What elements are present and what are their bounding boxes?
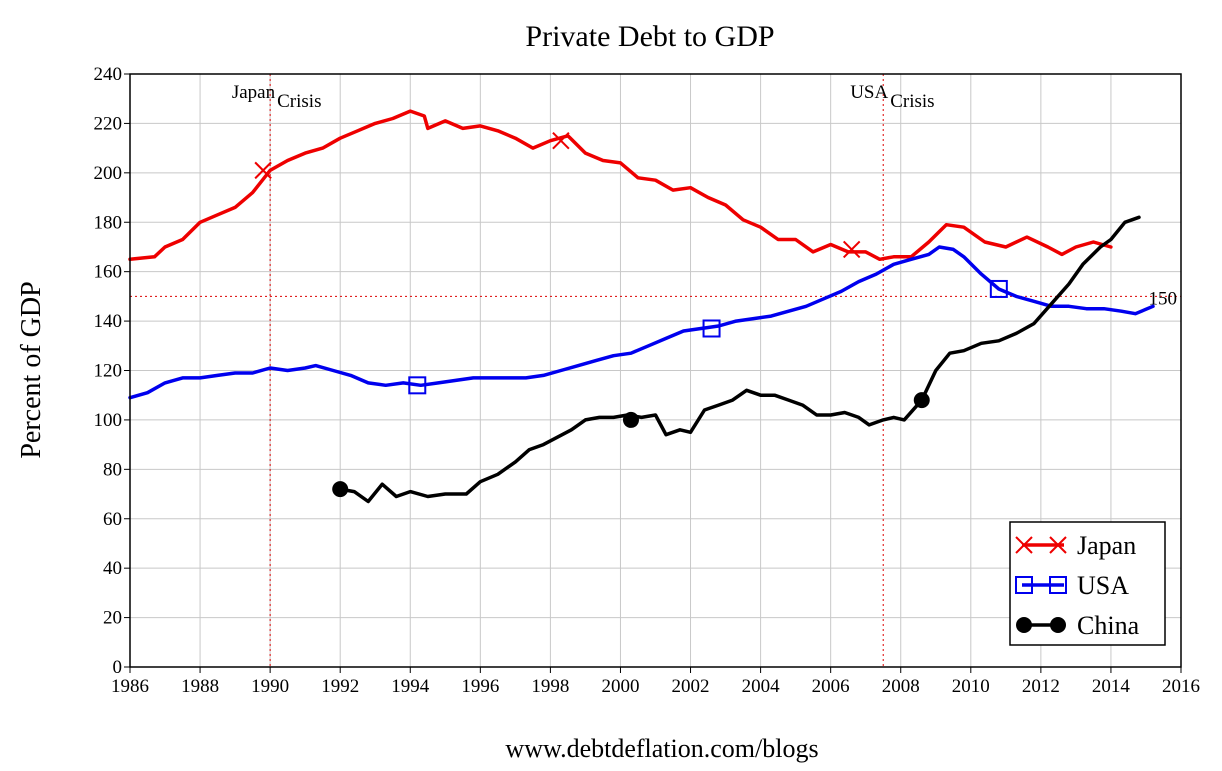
legend-label: USA	[1077, 571, 1129, 600]
x-tick-label: 1994	[391, 676, 430, 697]
y-tick-label: 100	[94, 410, 123, 431]
y-tick-label: 80	[103, 459, 122, 480]
marker-square	[408, 376, 427, 395]
series-china	[332, 215, 1141, 504]
crisis-label-top: Japan	[232, 82, 276, 103]
y-tick-label: 240	[94, 64, 123, 85]
y-tick-label: 60	[103, 509, 122, 530]
marker-x-stroke	[842, 240, 861, 259]
y-tick-label: 180	[94, 212, 123, 233]
crisis-label-bottom: Crisis	[890, 91, 934, 112]
marker-circle	[1050, 617, 1066, 633]
marker-x-stroke	[254, 161, 272, 180]
marker-square	[1049, 576, 1067, 594]
reference-line-label: 150	[1149, 288, 1178, 309]
series-line-china	[338, 215, 1141, 504]
chart-title: Private Debt to GDP	[525, 20, 774, 53]
x-tick-label: 2010	[952, 676, 990, 697]
y-tick-label: 40	[103, 558, 122, 579]
x-tick-label: 2012	[1022, 676, 1060, 697]
marker-square	[989, 279, 1008, 298]
legend-label: China	[1077, 611, 1140, 640]
crisis-label-top: USA	[850, 82, 888, 103]
series-line-japan	[128, 109, 1113, 262]
marker-circle	[913, 392, 930, 409]
marker-x-stroke	[552, 132, 570, 150]
y-tick-label: 0	[113, 657, 123, 678]
y-axis-label: Percent of GDP	[16, 281, 47, 458]
y-tick-label: 160	[94, 262, 123, 283]
legend-item-usa: USA	[1015, 571, 1129, 600]
x-tick-label: 2004	[742, 676, 781, 697]
series-line-usa	[128, 245, 1155, 400]
series-layer	[128, 109, 1155, 504]
y-tick-label: 120	[94, 361, 123, 382]
marker-circle	[332, 481, 349, 498]
legend-item-china: China	[1016, 611, 1140, 640]
x-tick-label: 2016	[1162, 676, 1200, 697]
x-tick-label: 1998	[531, 676, 569, 697]
marker-x-stroke	[1015, 536, 1033, 554]
marker-circle	[1016, 617, 1032, 633]
x-tick-label: 1992	[321, 676, 359, 697]
x-tick-label: 1988	[181, 676, 219, 697]
x-tick-label: 1996	[461, 676, 499, 697]
y-tick-label: 140	[94, 311, 123, 332]
axis-ticks: 1986 1988 1990 1992 1994 1996 1998 2000 2002 2004…	[94, 64, 1201, 697]
y-tick-label: 20	[103, 608, 122, 629]
series-usa	[128, 245, 1155, 400]
x-tick-label: 2000	[601, 676, 639, 697]
y-tick-label: 220	[94, 113, 123, 134]
marker-square	[702, 319, 721, 338]
marker-circle	[622, 411, 639, 428]
crisis-label-bottom: Crisis	[277, 91, 321, 112]
x-tick-label: 1990	[251, 676, 289, 697]
x-tick-label: 2002	[672, 676, 710, 697]
marker-x-stroke	[1049, 536, 1067, 554]
x-tick-label: 2014	[1092, 676, 1131, 697]
x-tick-label: 1986	[111, 676, 149, 697]
x-tick-label: 2006	[812, 676, 850, 697]
source-url: www.debtdeflation.com/blogs	[505, 734, 818, 763]
series-japan	[128, 109, 1113, 262]
x-tick-label: 2008	[882, 676, 920, 697]
legend-label: Japan	[1077, 531, 1136, 560]
legend: Japan USA China	[1009, 521, 1166, 646]
y-tick-label: 200	[94, 163, 123, 184]
legend-item-japan: Japan	[1015, 531, 1136, 560]
marker-square	[1015, 576, 1033, 594]
